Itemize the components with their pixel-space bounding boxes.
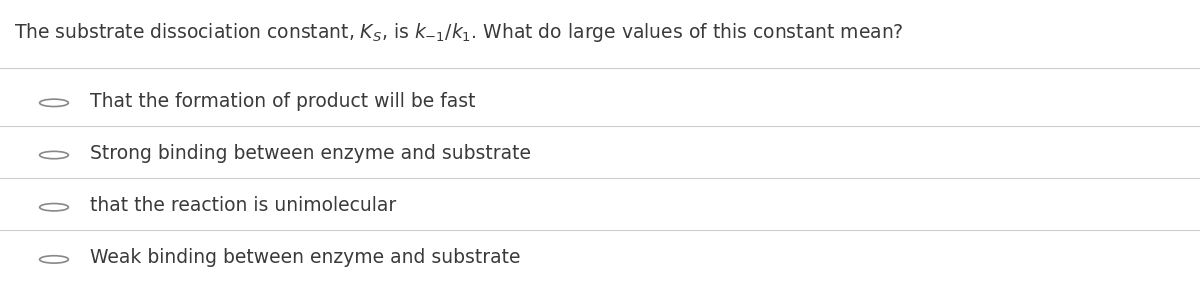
Text: that the reaction is unimolecular: that the reaction is unimolecular [90, 196, 396, 215]
Text: The substrate dissociation constant, $K_S$, is $k_{-1}/k_1$. What do large value: The substrate dissociation constant, $K_… [14, 21, 904, 45]
Text: That the formation of product will be fast: That the formation of product will be fa… [90, 92, 475, 111]
Text: Weak binding between enzyme and substrate: Weak binding between enzyme and substrat… [90, 248, 521, 267]
Text: Strong binding between enzyme and substrate: Strong binding between enzyme and substr… [90, 144, 530, 163]
